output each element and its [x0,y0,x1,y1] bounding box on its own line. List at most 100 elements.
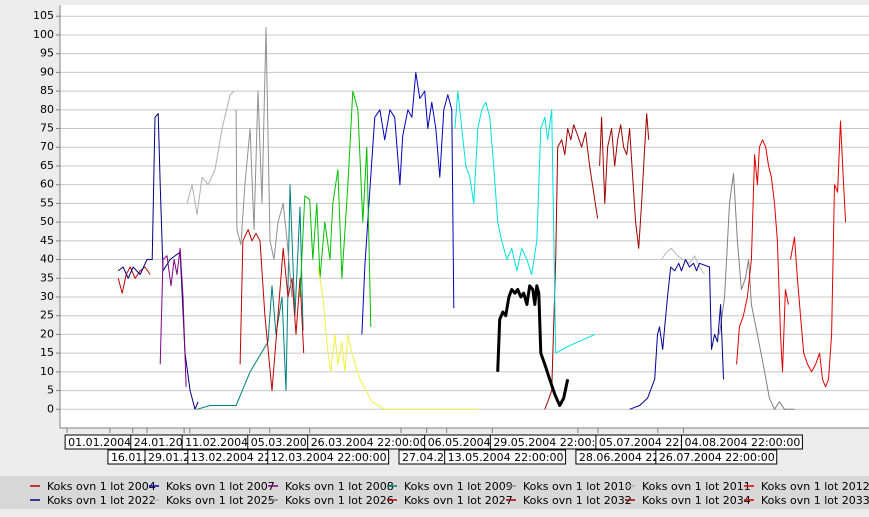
series-line [117,113,199,410]
y-tick-label: 60 [40,178,54,191]
series-line [736,139,789,373]
x-tick-label: 27.04.20 [402,451,451,464]
x-tick-box: 11.02.2004 2 [181,434,262,450]
series-line [361,71,455,335]
legend-label: Koks ovn 1 lot 2026 [285,494,394,507]
x-tick-box: 26.07.2004 22:00:00 [655,449,778,465]
x-tick-box: 05.07.2004 22:00 [595,434,700,450]
series-line [235,27,293,298]
x-tick-box: 26.03.2004 22:00:00 [307,434,430,450]
legend-label: Koks ovn 1 lot 2032 [523,494,632,507]
y-tick-label: 50 [40,215,54,228]
grid [60,15,869,410]
y-tick-label: 105 [33,9,54,22]
x-tick-label: 13.02.2004 22:0 [191,451,282,464]
x-tick-label: 05.03.2004 [251,436,314,449]
x-tick-box: 29.05.2004 22:00:00 [489,434,612,450]
y-tick-label: 40 [40,253,54,266]
series-line [186,90,235,216]
y-tick-label: 70 [40,140,54,153]
legend-label: Koks ovn 1 lot 2011 [642,480,751,493]
y-tick-label: 45 [40,234,54,247]
x-tick-label: 26.07.2004 22:00:00 [659,451,775,464]
series-line [599,113,650,249]
x-tick-label: 12.03.2004 22:00:00 [271,451,387,464]
y-tick-label: 100 [33,28,54,41]
x-tick-label: 06.05.2004 2 [428,436,501,449]
series-line [239,229,305,392]
legend-label: Koks ovn 1 lot 2022 [47,494,156,507]
y-tick-label: 15 [40,346,54,359]
y-tick-label: 25 [40,309,54,322]
x-tick-label: 04.08.2004 22:00:00 [685,436,801,449]
plot-area [60,5,869,428]
x-tick-label-box [267,449,390,465]
series-line [454,90,596,354]
x-tick-label-box [681,434,803,450]
x-tick-box: 29.01.20 [144,449,200,465]
y-tick-label: 5 [47,384,54,397]
x-tick-box: 13.02.2004 22:0 [187,449,285,465]
series-line [661,247,706,275]
x-tick-box: 05.03.2004 [247,434,317,450]
x-tick-label: 05.07.2004 22:00 [599,436,697,449]
axis-labels: 0 5 10 15 20 25 30 35 40 45 50 55 60 65 70 75 80 85 90 95 10… [33,9,803,465]
x-tick-box: 28.06.2004 22:0 [575,449,673,465]
legend-label: Koks ovn 1 lot 2008 [285,480,394,493]
x-tick-label: 24.01.200 [134,436,190,449]
y-tick-label: 90 [40,65,54,78]
x-tick-box: 04.08.2004 22:00:00 [681,434,803,450]
x-tick-label: 01.01.2004 2 [68,436,141,449]
x-tick-label: 28.06.2004 22:0 [579,451,670,464]
legend-label: Koks ovn 1 lot 2004 [47,480,156,493]
y-tick-label: 35 [40,271,54,284]
y-tick-label: 55 [40,196,54,209]
legend-area [0,476,869,509]
x-tick-box: 27.04.20 [398,449,454,465]
y-tick-label: 95 [40,47,54,60]
series-line [299,90,372,327]
series-line [317,266,478,410]
legend-label: Koks ovn 1 lot 2033 [761,494,869,507]
y-tick-label: 85 [40,84,54,97]
x-tick-box: 12.03.2004 22:00:00 [267,449,390,465]
series-line [496,284,570,407]
x-tick-box: 16.01.2 [107,449,156,465]
y-tick-label: 0 [47,402,54,415]
x-tick-box: 24.01.200 [130,434,193,450]
legend-label: Koks ovn 1 lot 2009 [404,480,513,493]
series-line [544,124,599,410]
series-line [790,120,847,388]
x-tick-label: 29.05.2004 22:00:00 [493,436,609,449]
series-line [117,266,151,294]
series-line [629,259,724,410]
y-tick-label: 20 [40,327,54,340]
x-tick-label: 13.05.2004 22:00:00 [448,451,564,464]
x-tick-label-box [655,449,778,465]
legend-label: Koks ovn 1 lot 2034 [642,494,751,507]
legend-label: Koks ovn 1 lot 2007 [166,480,275,493]
y-tick-label: 30 [40,290,54,303]
x-tick-box: 13.05.2004 22:00:00 [444,449,567,465]
x-tick-label: 11.02.2004 2 [185,436,258,449]
y-tick-label: 10 [40,365,54,378]
y-tick-label: 75 [40,122,54,135]
legend-label: Koks ovn 1 lot 2025 [166,494,275,507]
x-tick-label: 29.01.20 [148,451,197,464]
x-tick-box: 06.05.2004 2 [424,434,504,450]
lines [117,27,847,410]
x-tick-label-box [444,449,567,465]
x-tick-box: 01.01.2004 2 [64,434,145,450]
legend-label: Koks ovn 1 lot 2027 [404,494,513,507]
legend-label: Koks ovn 1 lot 2010 [523,480,632,493]
legend-label: Koks ovn 1 lot 2012 [761,480,869,493]
y-tick-label: 80 [40,103,54,116]
series-line [159,247,187,387]
x-tick-label: 16.01.2 [111,451,153,464]
series-line [719,173,795,410]
y-tick-label: 65 [40,159,54,172]
x-tick-label: 26.03.2004 22:00:00 [311,436,427,449]
